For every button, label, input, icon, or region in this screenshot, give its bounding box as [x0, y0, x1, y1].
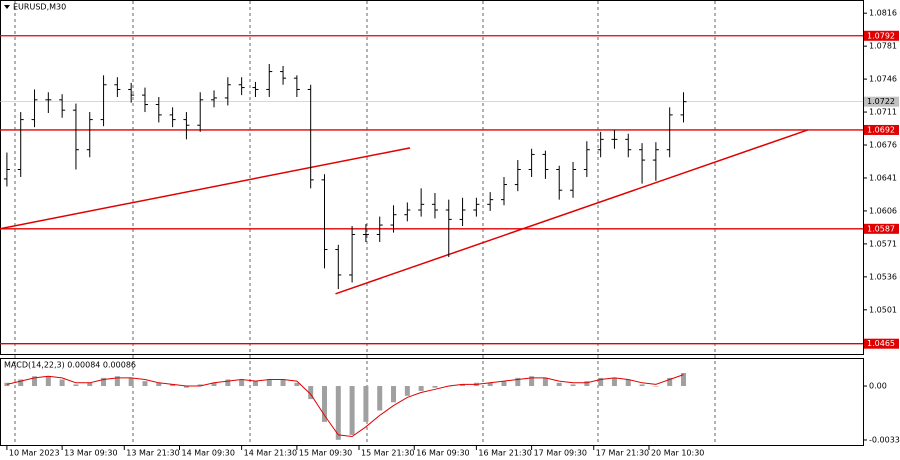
x-tick-label: 15 Mar 09:30 — [299, 449, 352, 458]
macd-bar — [225, 379, 231, 387]
y-tick-label: 1.0536 — [869, 272, 897, 281]
macd-bar — [653, 386, 659, 387]
macd-bar — [584, 381, 590, 387]
macd-bar — [680, 372, 686, 387]
macd-bar — [515, 377, 521, 387]
y-tick-label: 1.0816 — [869, 9, 897, 18]
level-label: 1.0692 — [867, 125, 895, 134]
level-label-box — [864, 338, 899, 349]
symbol-label: EURUSD,M30 — [13, 3, 66, 12]
macd-bar — [487, 382, 493, 387]
macd-bar — [280, 379, 286, 387]
x-tick-label: 17 Mar 21:30 — [596, 449, 649, 458]
y-tick-label: 1.0676 — [869, 141, 897, 150]
current-price-label: 1.0722 — [867, 97, 895, 106]
macd-bar — [294, 382, 300, 387]
macd-bar — [101, 377, 107, 387]
level-label: 1.0792 — [867, 31, 895, 40]
macd-bar — [197, 384, 203, 387]
macd-panel — [0, 358, 864, 446]
macd-bar — [335, 386, 341, 440]
macd-bar — [460, 384, 466, 387]
macd-bar — [321, 386, 327, 422]
macd-bar — [667, 377, 673, 387]
macd-bar — [598, 377, 604, 387]
macd-bar — [556, 382, 562, 387]
macd-bar — [625, 379, 631, 387]
macd-bar — [542, 377, 548, 387]
x-tick-label: 13 Mar 21:30 — [126, 449, 179, 458]
symbol-menu[interactable] — [4, 5, 10, 9]
level-label-box — [864, 124, 899, 135]
level-label-box — [864, 223, 899, 234]
macd-bar — [128, 377, 134, 387]
macd-bar — [266, 379, 272, 387]
x-tick-label: 14 Mar 09:30 — [182, 449, 235, 458]
macd-bar — [377, 386, 383, 411]
macd-bar — [349, 386, 355, 435]
macd-bar — [418, 386, 424, 391]
macd-bar — [432, 386, 438, 388]
macd-bar — [529, 376, 535, 387]
y-tick-label: 1.0746 — [869, 75, 897, 84]
y-tick-label: 1.0781 — [869, 42, 897, 51]
x-tick-label: 20 Mar 10:30 — [651, 449, 704, 458]
y2-tick-label: 0.00 — [869, 382, 887, 391]
macd-bar — [501, 381, 507, 387]
macd-bar — [73, 384, 79, 387]
macd-bar — [156, 382, 162, 387]
macd-bar — [170, 384, 176, 387]
day-separators — [14, 1, 716, 445]
macd-bar — [639, 384, 645, 387]
macd-bar — [18, 379, 24, 387]
trendline — [335, 129, 809, 295]
main-panel — [0, 0, 864, 355]
macd-bar — [308, 386, 314, 400]
level-label: 1.0465 — [867, 339, 895, 348]
macd-signal — [6, 374, 684, 438]
x-tick-label: 16 Mar 21:30 — [478, 449, 531, 458]
macd-bar — [239, 379, 245, 387]
macd-bar — [252, 381, 258, 387]
macd-bar — [363, 386, 369, 422]
y-tick-label: 1.0641 — [869, 173, 897, 182]
x-tick-label: 14 Mar 21:30 — [244, 449, 297, 458]
macd-bar — [59, 379, 65, 387]
macd-bar — [32, 376, 38, 387]
y-tick-label: 1.0606 — [869, 206, 897, 215]
macd-bar — [211, 382, 217, 387]
y-tick-label: 1.0711 — [869, 108, 897, 117]
macd-bar — [611, 377, 617, 387]
macd-bar — [87, 382, 93, 387]
current-price-box — [864, 96, 899, 107]
y-tick-label: 1.0571 — [869, 239, 897, 248]
macd-bar — [391, 386, 397, 403]
macd-bar — [114, 376, 120, 387]
macd-bar — [142, 381, 148, 387]
x-tick-label: 13 Mar 09:30 — [64, 449, 117, 458]
y-tick-label: 1.0501 — [869, 305, 897, 314]
x-tick-label: 16 Mar 09:30 — [416, 449, 469, 458]
x-tick-label: 10 Mar 2023 — [9, 449, 60, 458]
macd-label: MACD(14,22,3) 0.00084 0.00086 — [4, 361, 136, 370]
macd-bar — [45, 376, 51, 387]
level-label-box — [864, 30, 899, 41]
macd-bar — [404, 386, 410, 396]
x-tick-label: 15 Mar 21:30 — [361, 449, 414, 458]
macd-bar — [183, 386, 189, 388]
x-tick-label: 17 Mar 09:30 — [534, 449, 587, 458]
y2-tick-label: -0.00331 — [869, 435, 900, 444]
trendline — [0, 147, 411, 230]
level-label: 1.0587 — [867, 224, 895, 233]
macd-bar — [570, 384, 576, 387]
